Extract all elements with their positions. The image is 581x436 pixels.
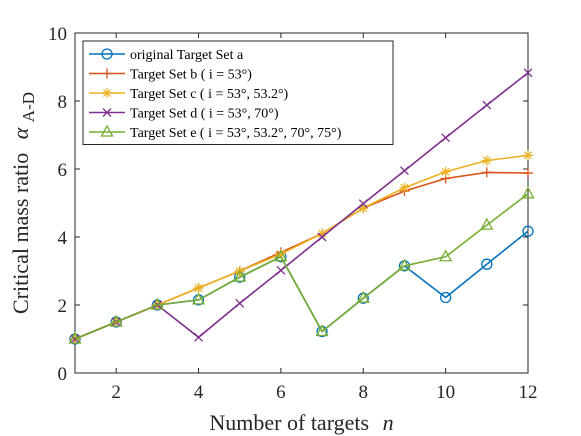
data-point	[482, 100, 492, 110]
legend-label: original Target Set a	[130, 48, 244, 63]
legend-entry: Target Set d ( i = 53°, 70°)	[89, 107, 279, 122]
data-point	[275, 249, 286, 259]
legend-label: Target Set b ( i = 53°)	[130, 68, 252, 83]
data-point	[358, 203, 369, 214]
x-tick-label: 10	[436, 382, 455, 403]
legend-entry: Target Set c ( i = 53°, 53.2°)	[89, 87, 289, 102]
y-tick-label: 10	[48, 24, 67, 45]
x-tick-label: 8	[359, 382, 369, 403]
data-point	[441, 133, 451, 143]
axes: 2 4 6 8 10 12 0 2 4 6 8 10	[48, 24, 538, 403]
legend-entry: Target Set e ( i = 53°, 53.2°, 70°, 75°)	[89, 124, 342, 141]
y-tick-label: 4	[58, 228, 68, 249]
y-axis-title-sub: A-D	[19, 92, 38, 122]
legend-marker	[101, 48, 113, 60]
x-axis-title-var: n	[383, 410, 394, 435]
data-point	[522, 225, 534, 237]
data-point	[194, 332, 204, 342]
x-tick-label: 6	[276, 382, 286, 403]
axes-frame	[74, 32, 529, 374]
data-point	[150, 297, 164, 310]
legend-box	[82, 40, 394, 145]
series-line	[74, 193, 529, 340]
series-layer	[68, 68, 535, 345]
data-point	[235, 298, 245, 308]
data-point	[439, 249, 453, 262]
y-tick-label: 6	[58, 160, 68, 181]
y-axis-title-text: Critical mass ratio	[8, 153, 33, 314]
data-point	[480, 217, 494, 230]
data-point	[523, 68, 533, 78]
data-point	[356, 290, 370, 303]
data-point	[317, 232, 327, 242]
legend-marker	[102, 68, 112, 79]
x-axis-title: Number of targets n	[209, 410, 393, 435]
legend-marker	[102, 108, 112, 117]
data-point	[317, 228, 328, 239]
data-point	[439, 291, 452, 304]
legend-label: Target Set e ( i = 53°, 53.2°, 70°, 75°)	[130, 126, 342, 141]
data-point	[481, 167, 492, 178]
data-point	[276, 265, 286, 275]
y-axis-title-var: α	[8, 127, 33, 139]
data-point	[399, 166, 409, 176]
legend-marker	[100, 124, 114, 137]
data-point	[274, 249, 288, 262]
data-point	[315, 324, 329, 337]
data-point	[193, 283, 204, 293]
legend-entry: Target Set b ( i = 53°)	[89, 68, 252, 83]
data-point	[233, 269, 247, 282]
legend-entry: original Target Set a	[89, 48, 244, 63]
y-tick-label: 2	[58, 296, 68, 317]
x-tick-label: 12	[519, 382, 538, 403]
series-5	[68, 186, 535, 344]
data-point	[399, 182, 410, 193]
data-point	[109, 314, 123, 327]
x-tick-label: 2	[111, 382, 121, 403]
data-point	[397, 258, 412, 271]
data-point	[523, 168, 533, 179]
legend-label: Target Set d ( i = 53°, 70°)	[130, 107, 279, 122]
legend-marker	[102, 88, 112, 98]
data-point	[68, 331, 82, 344]
x-tick-label: 4	[194, 382, 204, 403]
data-point	[481, 155, 492, 166]
y-tick-label: 8	[58, 92, 68, 113]
x-axis-title-text: Number of targets	[209, 410, 369, 435]
data-point	[523, 150, 533, 161]
data-point	[358, 199, 368, 209]
data-point	[481, 258, 493, 270]
data-point	[521, 186, 535, 199]
legend-label: Target Set c ( i = 53°, 53.2°)	[130, 87, 289, 102]
data-point	[191, 292, 206, 305]
y-tick-label: 0	[58, 364, 68, 385]
legend: original Target Set a Target Set b ( i = …	[82, 40, 394, 145]
y-axis-title: Critical mass ratio α A-D	[8, 92, 38, 314]
data-point	[440, 166, 451, 177]
